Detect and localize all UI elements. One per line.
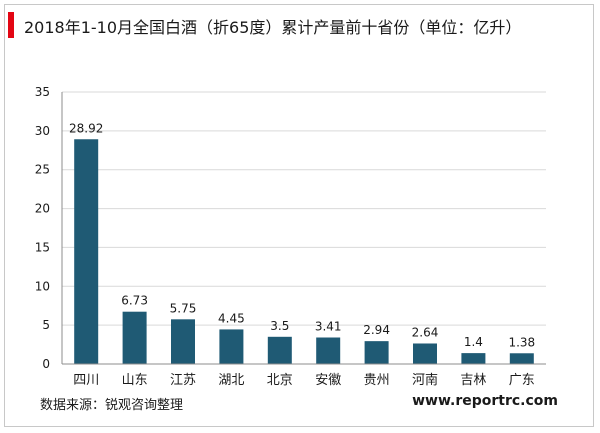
bar [219,329,244,364]
chart-frame [4,4,594,427]
bar [171,319,195,364]
value-labels: 28.92 6.73 5.75 4.45 3.5 3.41 2.94 2.64 1.4 1.38 [69,121,535,349]
bar [316,337,341,364]
value-label: 5.75 [170,301,197,315]
y-tick-label: 0 [42,357,50,371]
y-axis: 0 5 10 15 20 25 30 35 [35,85,63,371]
y-tick-label: 25 [35,163,50,177]
y-tick-label: 5 [42,318,50,332]
value-label: 1.38 [508,335,535,349]
x-tick-label: 广东 [509,373,535,388]
source-note: 数据来源：锐观咨询整理 [40,398,184,413]
bars [74,139,534,364]
y-tick-label: 20 [35,202,50,216]
x-tick-label: 北京 [267,373,293,388]
x-tick-label: 贵州 [364,373,390,388]
value-label: 28.92 [69,121,103,135]
y-tick-label: 15 [35,240,50,254]
value-label: 3.41 [315,319,342,333]
value-label: 1.4 [464,335,483,349]
bar [461,353,486,364]
value-label: 4.45 [218,311,245,325]
x-tick-label: 河南 [412,372,438,388]
value-label: 2.94 [363,323,390,337]
bar [413,343,437,364]
brand-url: www.reportrc.com [412,393,558,409]
bar [364,341,389,364]
x-tick-label: 山东 [122,373,148,388]
value-label: 2.64 [412,325,439,339]
bar [122,311,147,364]
x-tick-label: 湖北 [218,373,244,388]
bar [74,139,99,364]
value-label: 6.73 [121,294,148,308]
x-tick-label: 四川 [73,373,99,388]
x-tick-label: 江苏 [170,372,196,388]
title-accent-bar [8,12,14,38]
x-axis: 四川 山东 江苏 湖北 北京 安徽 贵州 河南 吉林 广东 [62,363,546,388]
y-tick-label: 10 [35,279,50,293]
title-bar: 2018年1-10月全国白酒（折65度）累计产量前十省份（单位：亿升） [8,10,583,40]
bar [509,353,534,364]
value-label: 3.5 [270,319,289,333]
bar [267,336,292,364]
y-tick-label: 30 [35,124,50,138]
x-tick-label: 安徽 [315,373,341,388]
x-tick-label: 吉林 [460,373,486,388]
gridlines [62,91,546,326]
chart-title: 2018年1-10月全国白酒（折65度）累计产量前十省份（单位：亿升） [24,18,522,37]
y-tick-label: 35 [35,85,50,99]
